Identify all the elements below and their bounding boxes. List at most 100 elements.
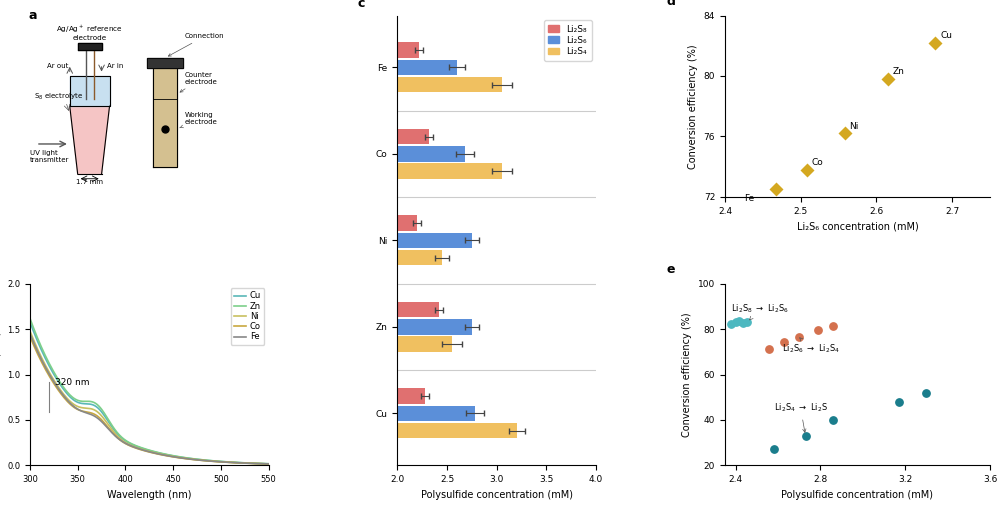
Point: [791, 333, 807, 341]
Cu: [165, 452, 177, 459]
Ni: [263, 461, 275, 467]
Line: Fe: Fe: [30, 334, 269, 464]
Text: transmitter: transmitter: [30, 157, 69, 163]
Fe: [165, 453, 177, 460]
Co: [24, 333, 36, 340]
Text: Cu: Cu: [940, 31, 952, 40]
Text: Fe: Fe: [745, 194, 755, 203]
Co: [225, 460, 237, 466]
Fe: [166, 453, 178, 460]
Text: 320 nm: 320 nm: [55, 378, 89, 387]
Zn: [24, 315, 36, 322]
Text: c: c: [358, 0, 365, 9]
Line: Zn: Zn: [30, 318, 269, 464]
Text: electrode: electrode: [73, 35, 107, 41]
Cu: [263, 461, 275, 467]
Point: [761, 344, 777, 353]
Text: Co: Co: [811, 158, 823, 167]
Ni: [25, 330, 37, 336]
Ni: [165, 453, 177, 459]
Text: Counter
electrode: Counter electrode: [180, 71, 218, 92]
Ni: [170, 454, 182, 460]
Text: Working
electrode: Working electrode: [180, 112, 218, 128]
Text: Ar out: Ar out: [47, 64, 69, 69]
Co: [165, 453, 177, 460]
Co: [166, 453, 178, 460]
Legend: Li₂S₈, Li₂S₆, Li₂S₄: Li₂S₈, Li₂S₆, Li₂S₄: [544, 20, 592, 60]
X-axis label: Wavelength (nm): Wavelength (nm): [107, 490, 192, 499]
Co: [240, 460, 252, 466]
Fe: [24, 331, 36, 337]
Fe: [240, 460, 252, 466]
X-axis label: Polysulfide concentration (mM): Polysulfide concentration (mM): [781, 490, 933, 499]
Line: Co: Co: [30, 337, 269, 464]
Zn: [166, 452, 178, 459]
Fe: [170, 454, 182, 460]
Bar: [397, 302, 439, 317]
Fe: [225, 459, 237, 465]
Fe: [263, 461, 275, 467]
Bar: [397, 146, 465, 162]
Cu: [225, 459, 237, 465]
Text: a: a: [28, 9, 37, 22]
Polygon shape: [78, 43, 102, 50]
Bar: [397, 423, 517, 438]
Bar: [397, 129, 429, 144]
Bar: [397, 59, 457, 75]
Point: [731, 317, 747, 326]
Bar: [397, 163, 502, 179]
Bar: [397, 319, 472, 334]
Y-axis label: Conversion efficiency (%): Conversion efficiency (%): [688, 44, 698, 169]
Y-axis label: Conversion efficiency (%): Conversion efficiency (%): [682, 312, 692, 437]
Co: [25, 336, 37, 342]
Zn: [170, 453, 182, 459]
Zn: [225, 459, 237, 465]
Polygon shape: [70, 76, 110, 106]
Point: [728, 318, 744, 327]
Zn: [263, 461, 275, 467]
Cu: [240, 460, 252, 466]
Zn: [25, 317, 37, 324]
Ni: [225, 459, 237, 465]
Text: Ag/Ag$^+$ reference: Ag/Ag$^+$ reference: [56, 24, 123, 35]
Text: Ar in: Ar in: [107, 64, 124, 69]
Cu: [170, 453, 182, 460]
Ni: [166, 453, 178, 460]
Bar: [397, 337, 452, 352]
Point: [810, 326, 826, 334]
Point: [766, 445, 782, 453]
Point: [776, 338, 792, 346]
Y-axis label: Absorbance (a.u.): Absorbance (a.u.): [0, 331, 2, 418]
Zn: [240, 460, 252, 466]
Bar: [397, 233, 472, 248]
Ni: [240, 460, 252, 466]
Line: Ni: Ni: [30, 331, 269, 464]
Point: [825, 416, 841, 424]
Fe: [25, 333, 37, 339]
Text: Connection: Connection: [168, 33, 225, 56]
Polygon shape: [147, 58, 183, 68]
Text: UV light: UV light: [30, 149, 58, 156]
X-axis label: Polysulfide concentration (mM): Polysulfide concentration (mM): [421, 490, 573, 499]
Text: Zn: Zn: [892, 67, 904, 77]
Ni: [24, 328, 36, 334]
Text: Li$_2$S$_6$ $\rightarrow$ Li$_2$S$_4$: Li$_2$S$_6$ $\rightarrow$ Li$_2$S$_4$: [782, 338, 840, 356]
Polygon shape: [70, 106, 110, 174]
Co: [170, 454, 182, 461]
Polygon shape: [153, 61, 177, 166]
X-axis label: Li₂S₆ concentration (mM): Li₂S₆ concentration (mM): [797, 221, 918, 231]
Point: [735, 319, 751, 327]
Text: S$_8$ electrolyte: S$_8$ electrolyte: [34, 92, 83, 102]
Point: [739, 318, 755, 326]
Text: Li$_2$S$_4$ $\rightarrow$ Li$_2$S: Li$_2$S$_4$ $\rightarrow$ Li$_2$S: [774, 402, 828, 432]
Text: d: d: [667, 0, 675, 8]
Point: [891, 398, 907, 406]
Bar: [397, 77, 502, 93]
Cu: [166, 452, 178, 459]
Cu: [24, 319, 36, 325]
Co: [263, 461, 275, 467]
Bar: [397, 250, 442, 266]
Bar: [397, 215, 417, 231]
Bar: [397, 388, 425, 404]
Point: [798, 432, 814, 440]
